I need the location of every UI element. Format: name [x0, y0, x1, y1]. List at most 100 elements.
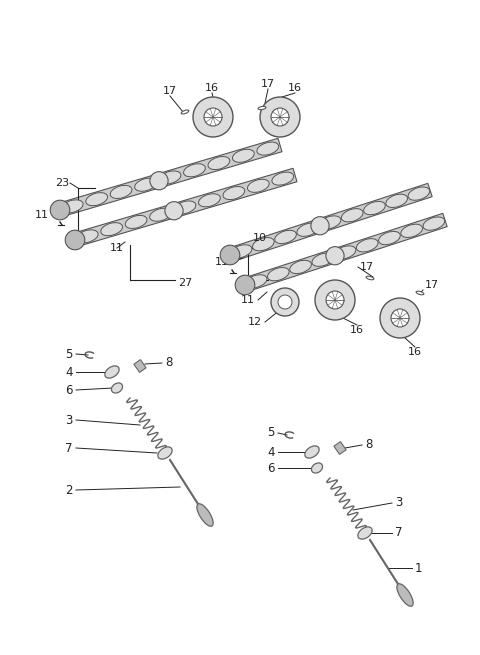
Ellipse shape — [401, 224, 422, 238]
Ellipse shape — [135, 178, 156, 191]
Circle shape — [271, 288, 299, 316]
Ellipse shape — [397, 584, 413, 607]
Text: 10: 10 — [253, 233, 267, 243]
Circle shape — [165, 202, 183, 220]
Ellipse shape — [341, 209, 363, 222]
Text: 12: 12 — [248, 317, 262, 327]
Polygon shape — [73, 168, 297, 247]
Ellipse shape — [334, 246, 356, 259]
Circle shape — [326, 247, 344, 265]
Ellipse shape — [386, 194, 408, 208]
Circle shape — [315, 280, 355, 320]
Text: 3: 3 — [395, 496, 402, 510]
Ellipse shape — [290, 260, 312, 274]
Ellipse shape — [357, 238, 378, 252]
Text: 3: 3 — [66, 413, 73, 426]
Bar — [334, 441, 346, 455]
Ellipse shape — [248, 179, 269, 193]
Circle shape — [193, 97, 233, 137]
Ellipse shape — [232, 149, 254, 162]
Ellipse shape — [181, 110, 189, 114]
Text: 8: 8 — [165, 356, 172, 369]
Ellipse shape — [297, 223, 319, 236]
Ellipse shape — [245, 274, 267, 288]
Circle shape — [380, 298, 420, 338]
Text: 4: 4 — [65, 365, 73, 379]
Ellipse shape — [199, 194, 220, 207]
Ellipse shape — [110, 185, 132, 198]
Text: 11: 11 — [35, 210, 49, 220]
Ellipse shape — [275, 231, 296, 244]
Text: 11: 11 — [110, 243, 124, 253]
Ellipse shape — [366, 276, 374, 280]
Text: 17: 17 — [261, 79, 275, 89]
Ellipse shape — [319, 216, 341, 229]
Ellipse shape — [86, 193, 108, 206]
Text: 4: 4 — [267, 445, 275, 458]
Circle shape — [150, 172, 168, 190]
Text: 5: 5 — [268, 426, 275, 440]
Ellipse shape — [101, 223, 122, 236]
Ellipse shape — [125, 215, 147, 229]
Circle shape — [311, 217, 329, 235]
Text: 16: 16 — [408, 347, 422, 357]
Text: 1: 1 — [415, 561, 422, 574]
Circle shape — [278, 295, 292, 309]
Text: 17: 17 — [425, 280, 439, 290]
Text: 16: 16 — [350, 325, 364, 335]
Text: 5: 5 — [66, 348, 73, 360]
Ellipse shape — [174, 201, 196, 214]
Ellipse shape — [76, 230, 98, 243]
Ellipse shape — [183, 164, 205, 177]
Text: 16: 16 — [205, 83, 219, 93]
Ellipse shape — [312, 253, 334, 267]
Ellipse shape — [364, 202, 385, 215]
Text: 8: 8 — [365, 438, 372, 451]
Text: 17: 17 — [360, 262, 374, 272]
Ellipse shape — [150, 208, 171, 221]
Text: 7: 7 — [395, 527, 403, 540]
Ellipse shape — [379, 231, 400, 245]
Ellipse shape — [358, 527, 372, 539]
Ellipse shape — [230, 245, 252, 258]
Ellipse shape — [267, 267, 289, 281]
Polygon shape — [58, 138, 282, 217]
Circle shape — [260, 97, 300, 137]
Ellipse shape — [61, 200, 83, 213]
Text: 6: 6 — [267, 462, 275, 474]
Circle shape — [220, 245, 240, 265]
Circle shape — [235, 275, 255, 295]
Ellipse shape — [272, 172, 294, 185]
Text: 7: 7 — [65, 441, 73, 455]
Text: 27: 27 — [178, 278, 192, 288]
Ellipse shape — [252, 238, 274, 251]
Ellipse shape — [159, 171, 181, 184]
Circle shape — [326, 291, 344, 309]
Text: 6: 6 — [65, 383, 73, 396]
Text: 11: 11 — [215, 257, 229, 267]
Polygon shape — [228, 183, 432, 261]
Ellipse shape — [258, 106, 266, 109]
Ellipse shape — [257, 142, 279, 155]
Ellipse shape — [305, 446, 319, 458]
Bar — [134, 360, 146, 373]
Ellipse shape — [423, 217, 444, 231]
Ellipse shape — [408, 187, 430, 200]
Ellipse shape — [312, 463, 323, 473]
Text: 17: 17 — [163, 86, 177, 96]
Ellipse shape — [158, 447, 172, 459]
Polygon shape — [243, 214, 447, 291]
Circle shape — [65, 230, 85, 250]
Text: 11: 11 — [241, 295, 255, 305]
Circle shape — [271, 108, 289, 126]
Ellipse shape — [105, 366, 119, 378]
Ellipse shape — [197, 504, 213, 526]
Text: 2: 2 — [65, 483, 73, 496]
Ellipse shape — [223, 187, 245, 200]
Ellipse shape — [416, 291, 424, 295]
Circle shape — [391, 309, 409, 327]
Circle shape — [50, 200, 70, 220]
Text: 16: 16 — [288, 83, 302, 93]
Text: 23: 23 — [55, 178, 69, 188]
Ellipse shape — [208, 157, 230, 170]
